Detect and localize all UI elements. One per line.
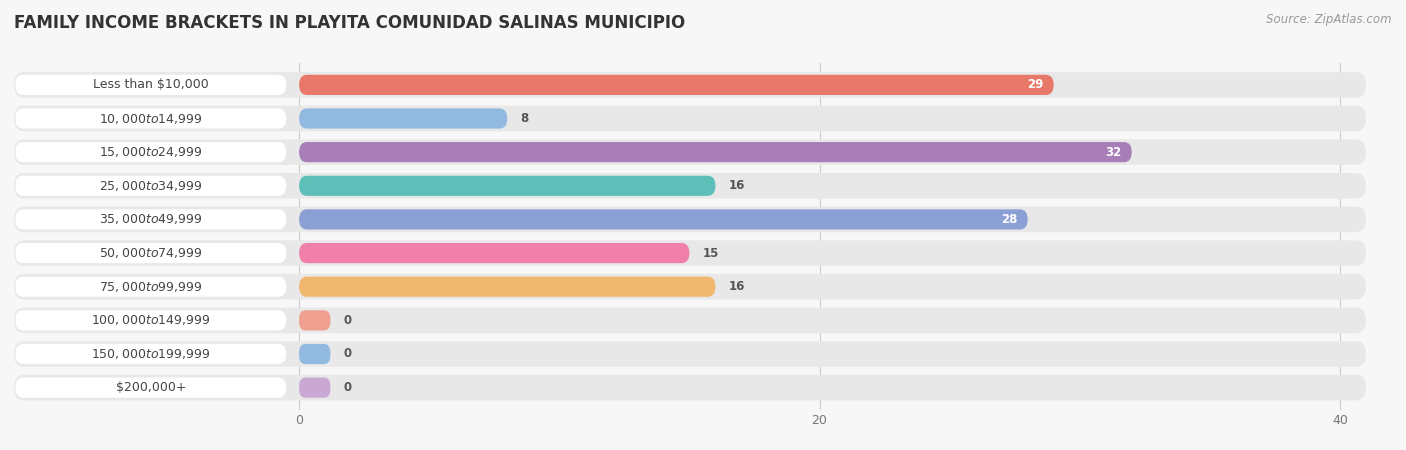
Text: 0: 0	[343, 381, 352, 394]
FancyBboxPatch shape	[14, 341, 1365, 367]
Text: 32: 32	[1105, 146, 1122, 159]
Text: Source: ZipAtlas.com: Source: ZipAtlas.com	[1267, 14, 1392, 27]
FancyBboxPatch shape	[14, 207, 1365, 232]
Text: 15: 15	[703, 247, 718, 260]
Text: $200,000+: $200,000+	[115, 381, 186, 394]
Text: 16: 16	[728, 179, 745, 192]
FancyBboxPatch shape	[15, 378, 287, 398]
FancyBboxPatch shape	[15, 176, 287, 196]
FancyBboxPatch shape	[14, 173, 1365, 198]
FancyBboxPatch shape	[15, 108, 287, 129]
FancyBboxPatch shape	[299, 75, 1053, 95]
FancyBboxPatch shape	[15, 142, 287, 162]
FancyBboxPatch shape	[15, 243, 287, 263]
FancyBboxPatch shape	[14, 240, 1365, 266]
Text: $25,000 to $34,999: $25,000 to $34,999	[98, 179, 202, 193]
FancyBboxPatch shape	[299, 277, 716, 297]
Text: 0: 0	[343, 347, 352, 360]
Text: 0: 0	[343, 314, 352, 327]
FancyBboxPatch shape	[15, 277, 287, 297]
Text: $35,000 to $49,999: $35,000 to $49,999	[98, 212, 202, 226]
FancyBboxPatch shape	[15, 75, 287, 95]
FancyBboxPatch shape	[299, 176, 716, 196]
Text: $15,000 to $24,999: $15,000 to $24,999	[98, 145, 202, 159]
Text: $100,000 to $149,999: $100,000 to $149,999	[91, 313, 211, 327]
FancyBboxPatch shape	[14, 375, 1365, 400]
Text: 29: 29	[1026, 78, 1043, 91]
Text: 8: 8	[520, 112, 529, 125]
FancyBboxPatch shape	[299, 108, 508, 129]
FancyBboxPatch shape	[299, 310, 330, 330]
FancyBboxPatch shape	[15, 344, 287, 364]
FancyBboxPatch shape	[299, 142, 1132, 162]
FancyBboxPatch shape	[15, 310, 287, 330]
Text: 16: 16	[728, 280, 745, 293]
Text: $10,000 to $14,999: $10,000 to $14,999	[98, 112, 202, 126]
FancyBboxPatch shape	[14, 307, 1365, 333]
FancyBboxPatch shape	[14, 72, 1365, 98]
FancyBboxPatch shape	[14, 274, 1365, 300]
Text: Less than $10,000: Less than $10,000	[93, 78, 208, 91]
FancyBboxPatch shape	[299, 209, 1028, 230]
Text: $50,000 to $74,999: $50,000 to $74,999	[98, 246, 202, 260]
FancyBboxPatch shape	[15, 209, 287, 230]
FancyBboxPatch shape	[299, 378, 330, 398]
Text: FAMILY INCOME BRACKETS IN PLAYITA COMUNIDAD SALINAS MUNICIPIO: FAMILY INCOME BRACKETS IN PLAYITA COMUNI…	[14, 14, 685, 32]
FancyBboxPatch shape	[14, 106, 1365, 131]
FancyBboxPatch shape	[14, 140, 1365, 165]
FancyBboxPatch shape	[299, 344, 330, 364]
Text: 28: 28	[1001, 213, 1018, 226]
Text: $150,000 to $199,999: $150,000 to $199,999	[91, 347, 211, 361]
Text: $75,000 to $99,999: $75,000 to $99,999	[98, 280, 202, 294]
FancyBboxPatch shape	[299, 243, 689, 263]
